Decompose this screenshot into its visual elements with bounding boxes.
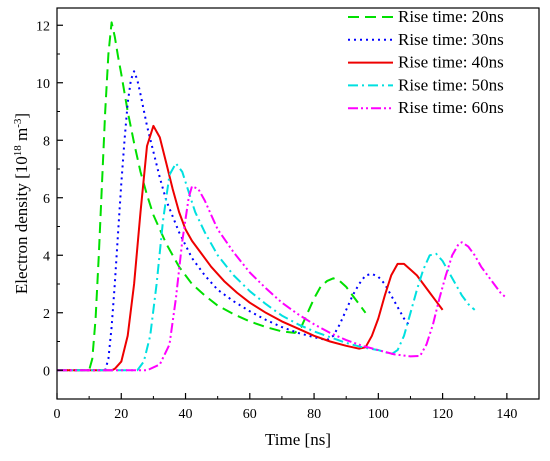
series-line-5 xyxy=(57,185,508,372)
axis-ticks: 0 20 40 60 80 100 120 140 0 2 4 6 8 10 12 xyxy=(36,19,517,422)
y-axis-title-exponent-1: 18 xyxy=(12,145,24,157)
y-tick-label: 10 xyxy=(36,77,50,92)
x-tick-label: 20 xyxy=(114,407,128,422)
legend-label: Rise time: 20ns xyxy=(398,7,504,26)
x-axis-title: Time [ns] xyxy=(265,430,331,449)
x-tick-label: 0 xyxy=(54,407,61,422)
y-axis-title-exponent-2: -3 xyxy=(12,118,24,128)
legend-label: Rise time: 40ns xyxy=(398,53,504,72)
plot-frame xyxy=(56,7,540,400)
y-axis-title: Electron density [1018 m-3] xyxy=(12,113,31,294)
y-tick-label: 6 xyxy=(43,192,50,207)
series-line-4 xyxy=(57,162,476,372)
series-line-3 xyxy=(57,124,444,372)
legend-label: Rise time: 30ns xyxy=(398,30,504,49)
y-tick-label: 0 xyxy=(43,364,50,379)
y-tick-label: 12 xyxy=(36,19,50,34)
x-tick-label: 40 xyxy=(179,407,193,422)
x-tick-label: 100 xyxy=(368,407,389,422)
legend-label: Rise time: 60ns xyxy=(398,98,504,117)
y-tick-label: 4 xyxy=(43,249,50,264)
y-tick-label: 2 xyxy=(43,307,50,322)
legend: Rise time: 20ns Rise time: 30ns Rise time:… xyxy=(348,7,504,117)
y-axis-title-base: Electron density [10 xyxy=(12,156,31,294)
x-tick-label: 120 xyxy=(432,407,453,422)
x-tick-label: 140 xyxy=(496,407,517,422)
x-tick-label: 80 xyxy=(307,407,321,422)
series-line-1 xyxy=(57,21,367,372)
x-tick-label: 60 xyxy=(243,407,257,422)
y-axis-title-end: ] xyxy=(12,113,31,119)
y-axis-title-unit: m xyxy=(12,128,31,145)
series-line-2 xyxy=(57,70,412,372)
y-tick-label: 8 xyxy=(43,134,50,149)
plot-lines xyxy=(57,21,508,372)
legend-label: Rise time: 50ns xyxy=(398,75,504,94)
